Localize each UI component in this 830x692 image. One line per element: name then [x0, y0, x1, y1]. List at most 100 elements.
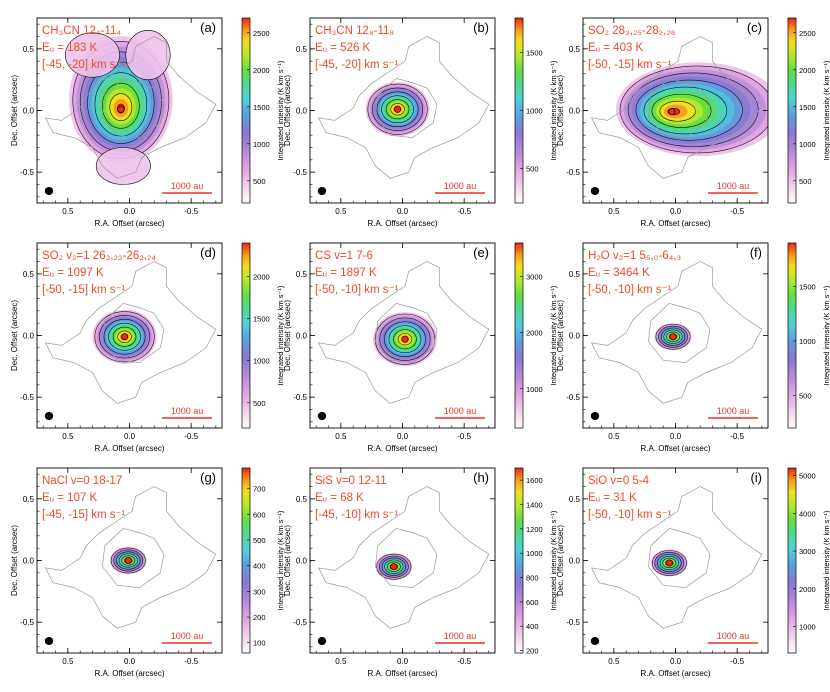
- colorbar-tick-label: 2000: [526, 329, 543, 338]
- continuum-contour: [590, 261, 763, 404]
- continuum-contour: [102, 78, 165, 138]
- y-tick-label: -0.5: [20, 618, 34, 627]
- beam-ellipse: [590, 637, 600, 645]
- x-axis-label: R.A. Offset (arcsec): [640, 219, 710, 228]
- upper-energy-label: Eᵤ = 1897 K: [315, 267, 377, 279]
- colorbar-tick-label: 2500: [799, 29, 816, 38]
- y-tick-label: 0.5: [296, 495, 308, 504]
- y-tick-label: -0.5: [566, 393, 580, 402]
- panel-letter: (e): [473, 245, 489, 260]
- colorbar-tick-label: 2000: [799, 585, 816, 594]
- map-area: [44, 30, 217, 185]
- panel-letter: (i): [750, 470, 762, 485]
- y-tick-label: 0.5: [296, 45, 308, 54]
- y-tick-label: -0.5: [566, 618, 580, 627]
- panel-letter: (g): [200, 470, 216, 485]
- colorbar-tick-label: 1500: [799, 283, 816, 292]
- y-axis-label: Dec. Offset (arcsec): [556, 300, 565, 371]
- colorbar-label: Integrated intensity (K km s⁻¹): [276, 285, 285, 385]
- peak-marker: [121, 333, 129, 341]
- continuum-contour: [375, 303, 438, 363]
- colorbar-label: Integrated intensity (K km s⁻¹): [822, 285, 830, 385]
- x-tick-label: 0.0: [670, 432, 682, 441]
- upper-energy-label: Eᵤ = 3464 K: [588, 267, 650, 279]
- y-tick-label: 0.5: [23, 270, 35, 279]
- y-tick-label: 0.0: [296, 107, 308, 116]
- colorbar: [241, 242, 251, 429]
- y-tick-label: 0.0: [296, 332, 308, 341]
- colorbar-tick-label: 1000: [253, 140, 270, 149]
- y-tick-label: -0.5: [566, 168, 580, 177]
- x-tick-label: 0.0: [124, 657, 136, 666]
- beam-ellipse: [590, 187, 600, 195]
- colorbar-label: Integrated intensity (K km s⁻¹): [276, 510, 285, 610]
- colorbar-tick-label: 500: [799, 391, 812, 400]
- colorbar-label: Integrated intensity (K km s⁻¹): [549, 60, 558, 160]
- upper-energy-label: Eᵤ = 1097 K: [42, 267, 104, 279]
- colorbar-tick-label: 1500: [253, 103, 270, 112]
- velocity-range-label: [-45, -10] km s⁻¹: [315, 509, 399, 521]
- panel-g: 0.5 0.0 -0.5 0.5 0.0 -0.5 R.A. Offset (arcsec)…: [10, 467, 285, 678]
- colorbar-tick-label: 1200: [526, 525, 543, 534]
- x-tick-label: 0.0: [397, 657, 409, 666]
- colorbar-tick-label: 1500: [526, 49, 543, 58]
- continuum-contour: [317, 36, 490, 179]
- x-tick-label: 0.5: [335, 207, 347, 216]
- y-tick-label: 0.5: [23, 495, 35, 504]
- colorbar-tick-label: 1000: [526, 107, 543, 116]
- velocity-range-label: [-50, -15] km s⁻¹: [42, 284, 126, 296]
- peak-marker: [394, 105, 402, 113]
- beam-ellipse: [44, 637, 54, 645]
- y-tick-label: 0.0: [296, 557, 308, 566]
- y-tick-label: 0.5: [296, 270, 308, 279]
- y-tick-label: 0.5: [23, 45, 35, 54]
- colorbar-label: Integrated intensity (K km s⁻¹): [549, 510, 558, 610]
- x-tick-label: 0.5: [335, 432, 347, 441]
- colorbar-tick-label: 100: [253, 639, 266, 648]
- beam-ellipse: [590, 412, 600, 420]
- colorbar: [514, 242, 524, 429]
- map-area: [590, 486, 763, 629]
- velocity-range-label: [-50, -10] km s⁻¹: [588, 509, 672, 521]
- scale-bar-label: 1000 au: [717, 631, 750, 641]
- panel-letter: (f): [750, 245, 762, 260]
- panel-d: 0.5 0.0 -0.5 0.5 0.0 -0.5 R.A. Offset (arcsec)…: [10, 242, 285, 453]
- y-tick-label: -0.5: [20, 393, 34, 402]
- colorbar-tick-label: 1600: [526, 476, 543, 485]
- peak-marker: [669, 333, 677, 341]
- panel-h: 0.5 0.0 -0.5 0.5 0.0 -0.5 R.A. Offset (arcsec)…: [283, 467, 558, 678]
- colorbar-label: Integrated intensity (K km s⁻¹): [822, 510, 830, 610]
- peak-marker: [117, 105, 125, 113]
- colorbar: [787, 242, 797, 429]
- continuum-contour: [590, 36, 763, 179]
- y-tick-label: 0.5: [569, 270, 581, 279]
- colorbar-tick-label: 1000: [526, 549, 543, 558]
- beam-ellipse: [317, 187, 327, 195]
- y-tick-label: 0.0: [569, 557, 581, 566]
- map-area: [44, 261, 217, 404]
- x-tick-label: 0.0: [397, 207, 409, 216]
- x-tick-label: 0.5: [62, 207, 74, 216]
- scale-bar-label: 1000 au: [717, 406, 750, 416]
- x-tick-label: -0.5: [457, 657, 471, 666]
- y-axis-label: Dec. Offset (arcsec): [283, 75, 292, 146]
- y-tick-label: -0.5: [293, 168, 307, 177]
- peak-marker: [124, 556, 132, 564]
- scale-bar-label: 1000 au: [444, 631, 477, 641]
- continuum-contour: [44, 261, 217, 404]
- emission-lobe: [65, 32, 120, 78]
- upper-energy-label: Eᵤ = 526 K: [315, 42, 371, 54]
- colorbar-tick-label: 700: [253, 485, 266, 494]
- colorbar-label: Integrated intensity (K km s⁻¹): [822, 60, 830, 160]
- colorbar-tick-label: 500: [526, 164, 539, 173]
- continuum-contour: [648, 78, 711, 138]
- y-axis-label: Dec. Offset (arcsec): [10, 300, 19, 371]
- x-tick-label: 0.5: [62, 432, 74, 441]
- x-axis-label: R.A. Offset (arcsec): [640, 669, 710, 678]
- peak-marker: [390, 563, 398, 571]
- colorbar-tick-label: 2000: [799, 66, 816, 75]
- x-tick-label: 0.0: [670, 657, 682, 666]
- colorbar-tick-label: 200: [253, 613, 266, 622]
- velocity-range-label: [-45, -15] km s⁻¹: [42, 509, 126, 521]
